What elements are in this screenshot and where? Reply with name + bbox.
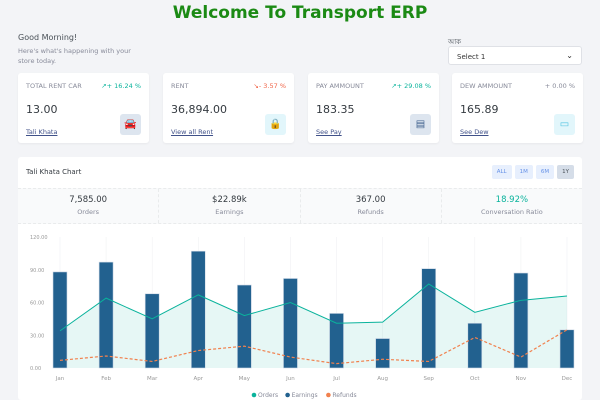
legend-marker <box>285 392 290 398</box>
stat-conversation-ratio: 18.92% Conversation Ratio <box>442 189 582 223</box>
greeting-subtitle: Here's what's happening with your store … <box>18 47 131 65</box>
stat-label: Orders <box>77 208 100 216</box>
card-link[interactable]: Tali Khata <box>26 128 58 136</box>
x-tick-label: Sep <box>424 376 435 382</box>
card-value: 36,894.00 <box>171 103 227 116</box>
range-button-1y[interactable]: 1Y <box>557 165 574 179</box>
wallet-icon: ▭ <box>554 114 575 135</box>
x-tick-label: Oct <box>470 376 480 382</box>
orders-line <box>59 283 568 332</box>
x-tick-label: Jan <box>55 376 65 382</box>
legend-marker <box>251 392 257 398</box>
stat-card: RENT ↘- 3.57 % 36,894.00 View all Rent 🔒 <box>163 73 294 143</box>
y-tick-label: 0.00 <box>30 366 41 372</box>
stat-label: Refunds <box>357 208 384 216</box>
x-tick-label: Jun <box>285 376 295 382</box>
earnings-bar <box>190 250 206 369</box>
chart-panel-title: Tali Khata Chart <box>26 168 82 176</box>
stat-value: 367.00 <box>355 195 386 205</box>
earnings-bar <box>98 261 114 369</box>
car-icon: 🚘 <box>120 114 141 135</box>
card-change: + 0.00 % <box>544 82 575 90</box>
x-tick-label: Jul <box>332 376 340 382</box>
card-change: ↘- 3.57 % <box>253 82 286 90</box>
x-tick-label: May <box>239 376 251 382</box>
stat-card: DEW AMMOUNT + 0.00 % 165.89 See Dew ▭ <box>452 73 583 143</box>
stat-card: PAY AMMOUNT ↗+ 29.08 % 183.35 See Pay ▤ <box>308 73 439 143</box>
x-tick-label: Aug <box>377 376 388 382</box>
shopping-bag-icon: 🔒 <box>265 114 286 135</box>
stat-value: 7,585.00 <box>69 195 108 205</box>
card-link[interactable]: See Dew <box>460 128 489 136</box>
coins-icon: ▤ <box>410 114 431 135</box>
earnings-bar <box>329 313 344 369</box>
earnings-bar <box>559 329 575 369</box>
earnings-bar <box>421 268 437 369</box>
select-value: Select 1 <box>457 53 486 61</box>
card-change: ↗+ 29.08 % <box>391 82 431 90</box>
page-title: Welcome To Transport ERP <box>172 3 428 23</box>
card-value: 165.89 <box>460 103 499 116</box>
card-label: TOTAL RENT CAR <box>26 82 82 90</box>
x-tick-label: Dec <box>562 376 573 382</box>
chevron-down-icon: ⌄ <box>566 51 573 60</box>
chart-panel: Tali Khata Chart ALL 1M 6M 1Y 7,585.00 Order… <box>18 157 582 400</box>
card-label: PAY AMMOUNT <box>316 82 364 90</box>
card-link[interactable]: View all Rent <box>171 128 214 136</box>
card-value: 13.00 <box>26 103 58 116</box>
x-tick-label: Apr <box>194 376 204 382</box>
x-tick-label: Mar <box>147 376 158 382</box>
card-link[interactable]: See Pay <box>316 128 342 136</box>
refunds-line <box>59 329 568 365</box>
earnings-bar <box>375 338 390 369</box>
stat-orders: 7,585.00 Orders <box>18 189 160 223</box>
select-dropdown[interactable]: Select 1 ⌄ <box>448 46 582 65</box>
legend-item: Orders <box>258 392 278 399</box>
card-label: DEW AMMOUNT <box>460 82 512 90</box>
greeting: Good Morning! <box>18 33 78 42</box>
chart: 0.00 30.00 60.00 90.00 120.00 Jan Feb Mar Apr May… <box>30 235 575 399</box>
y-tick-label: 90.00 <box>30 268 44 274</box>
card-change: ↗+ 16.24 % <box>101 82 141 90</box>
earnings-bar <box>52 271 68 369</box>
stat-label: Conversation Ratio <box>481 208 543 216</box>
y-tick-label: 120.00 <box>30 235 48 241</box>
range-button-6m[interactable]: 6M <box>535 165 555 179</box>
earnings-bar <box>513 272 529 369</box>
orders-area <box>60 283 567 368</box>
earnings-bar <box>144 293 160 369</box>
x-tick-label: Feb <box>101 376 111 382</box>
earnings-bar <box>237 284 252 369</box>
card-label: RENT <box>171 82 189 90</box>
y-tick-label: 30.00 <box>30 333 44 339</box>
range-buttons: ALL 1M 6M 1Y <box>491 165 574 179</box>
legend-marker <box>326 392 331 398</box>
x-tick-label: Nov <box>516 376 527 382</box>
stats-row: 7,585.00 Orders $22.89k Earnings 367.00 Refun… <box>18 188 582 224</box>
stat-card: TOTAL RENT CAR ↗+ 16.24 % 13.00 Tali Kha… <box>18 73 149 143</box>
legend-item: Refunds <box>332 392 356 399</box>
select-label: আক <box>448 38 462 46</box>
legend-item: Earnings <box>292 392 318 399</box>
range-button-1m[interactable]: 1M <box>514 165 533 179</box>
stat-refunds: 367.00 Refunds <box>301 189 442 223</box>
card-value: 183.35 <box>316 103 355 116</box>
range-button-all[interactable]: ALL <box>491 165 512 179</box>
earnings-bar <box>283 278 298 369</box>
earnings-bar <box>467 322 483 369</box>
stat-label: Earnings <box>215 208 244 216</box>
stat-value: 18.92% <box>495 195 529 205</box>
y-tick-label: 60.00 <box>30 301 44 307</box>
stat-value: $22.89k <box>212 195 247 205</box>
stat-earnings: $22.89k Earnings <box>159 189 301 223</box>
